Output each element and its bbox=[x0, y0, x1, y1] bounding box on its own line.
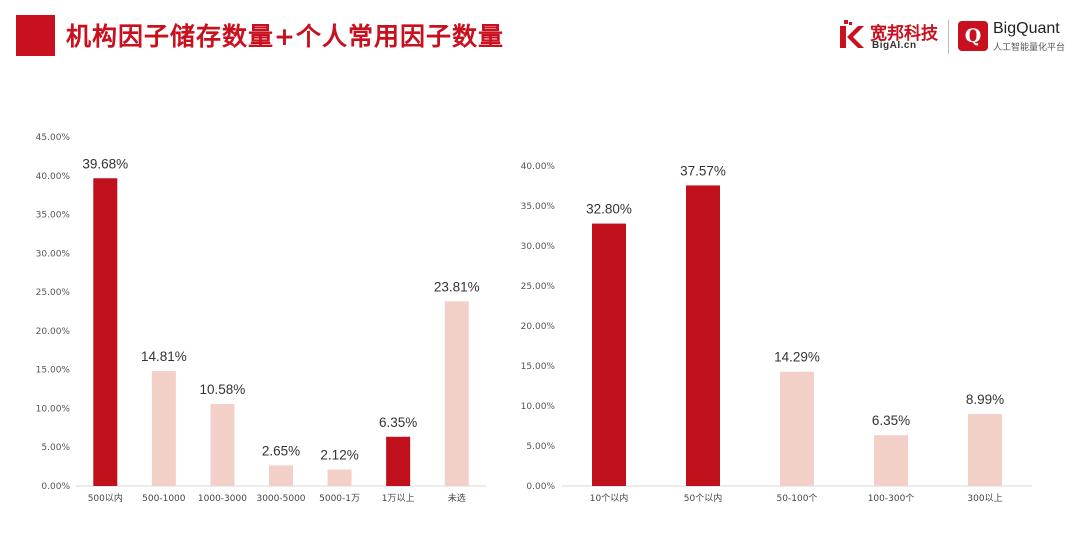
y-tick-label: 25.00% bbox=[36, 288, 71, 298]
x-tick-label: 3000-5000 bbox=[256, 494, 305, 504]
y-tick-label: 20.00% bbox=[521, 322, 556, 332]
data-label: 10.58% bbox=[200, 382, 246, 397]
bigquant-logo-subtext: 人工智能量化平台 bbox=[993, 43, 1066, 53]
y-tick-label: 40.00% bbox=[36, 172, 71, 182]
y-tick-label: 5.00% bbox=[526, 442, 555, 452]
x-tick-label: 500-1000 bbox=[142, 494, 186, 504]
data-label: 6.35% bbox=[379, 415, 417, 430]
bar bbox=[780, 371, 814, 486]
y-tick-label: 40.00% bbox=[521, 162, 556, 172]
y-tick-label: 0.00% bbox=[526, 482, 555, 492]
bar bbox=[968, 414, 1002, 486]
y-tick-label: 45.00% bbox=[36, 133, 71, 143]
y-tick-label: 10.00% bbox=[36, 404, 71, 414]
x-tick-label: 50个以内 bbox=[684, 492, 722, 504]
bar bbox=[592, 223, 626, 486]
kuanbang-logo-icon bbox=[840, 20, 864, 48]
y-tick-label: 15.00% bbox=[36, 366, 71, 376]
bar bbox=[151, 371, 176, 486]
data-label: 14.29% bbox=[774, 350, 820, 365]
y-tick-label: 35.00% bbox=[521, 202, 556, 212]
bar bbox=[386, 436, 411, 486]
y-tick-label: 35.00% bbox=[36, 211, 71, 221]
x-tick-label: 500以内 bbox=[88, 492, 123, 504]
title-accent-bar bbox=[16, 15, 55, 56]
x-tick-label: 10个以内 bbox=[590, 492, 628, 504]
bar bbox=[874, 435, 908, 486]
y-tick-label: 10.00% bbox=[521, 402, 556, 412]
bar bbox=[269, 465, 293, 486]
y-tick-label: 30.00% bbox=[521, 242, 556, 252]
data-label: 39.68% bbox=[82, 156, 128, 171]
x-tick-label: 未选 bbox=[448, 492, 466, 504]
bigquant-logo-text: BigQuant bbox=[993, 20, 1060, 37]
x-tick-label: 5000-1万 bbox=[319, 494, 360, 504]
bar bbox=[93, 178, 118, 486]
bigquant-logo-icon: Q bbox=[958, 21, 988, 51]
data-label: 32.80% bbox=[586, 202, 632, 217]
x-tick-label: 1万以上 bbox=[382, 493, 415, 504]
x-tick-label: 50-100个 bbox=[777, 493, 818, 504]
page-title: 机构因子储存数量+个人常用因子数量 bbox=[66, 22, 504, 51]
kuanbang-logo-text: 宽邦科技 bbox=[870, 24, 938, 44]
data-label: 8.99% bbox=[966, 392, 1004, 407]
data-label: 14.81% bbox=[141, 349, 187, 364]
x-tick-label: 1000-3000 bbox=[198, 494, 247, 504]
y-tick-label: 5.00% bbox=[41, 443, 70, 453]
bar bbox=[327, 469, 352, 486]
x-tick-label: 300以上 bbox=[967, 493, 1002, 504]
data-label: 37.57% bbox=[680, 163, 726, 178]
y-tick-label: 15.00% bbox=[521, 362, 556, 372]
bar bbox=[686, 185, 720, 486]
bar bbox=[444, 301, 469, 486]
y-tick-label: 20.00% bbox=[36, 327, 71, 337]
data-label: 23.81% bbox=[434, 279, 480, 294]
kuanbang-logo-subtext: BigAI.cn bbox=[872, 40, 917, 51]
y-tick-label: 25.00% bbox=[521, 282, 556, 292]
y-tick-label: 30.00% bbox=[36, 249, 71, 259]
y-tick-label: 0.00% bbox=[41, 482, 70, 492]
bar bbox=[210, 403, 235, 486]
data-label: 2.65% bbox=[262, 443, 300, 458]
logo-divider bbox=[948, 20, 949, 54]
x-tick-label: 100-300个 bbox=[868, 493, 915, 504]
data-label: 6.35% bbox=[872, 413, 910, 428]
data-label: 2.12% bbox=[320, 448, 358, 463]
